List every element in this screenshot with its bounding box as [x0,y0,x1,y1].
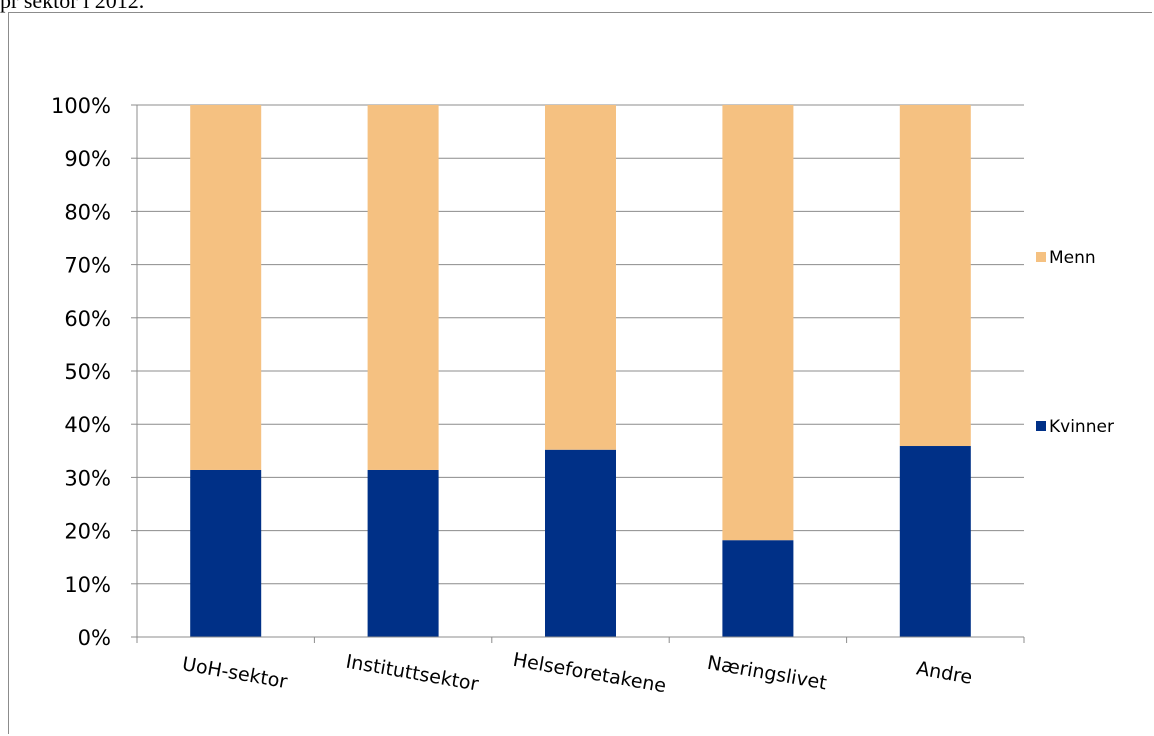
category-label: Helseforetakene [511,649,668,698]
legend-label-menn: Menn [1049,248,1096,268]
y-tick-label: 10% [64,573,111,597]
y-tick-label: 20% [64,520,111,544]
y-tick-label: 30% [64,466,111,490]
caption-fragment: pr sektor i 2012. [0,0,145,13]
bar-kvinner-andre [899,446,971,637]
y-tick-label: 0% [78,626,111,650]
bars [190,105,971,637]
bar-menn-naeringslivet [722,105,794,541]
bar-kvinner-uoh-sektor [190,469,262,637]
axes [131,104,1025,643]
y-tick-label: 80% [64,200,111,224]
category-label: Instituttsektor [344,651,480,696]
category-label: Andre [915,657,974,688]
y-tick-labels: 0% 10% 20% 30% 40% 50% 60% 70% 80% 90% 100% [51,94,111,650]
chart-frame [8,12,1152,734]
y-tick-label: 100% [51,94,111,118]
category-label: UoH-sektor [181,653,290,693]
category-labels: UoH-sektor Instituttsektor Helseforetakene… [181,649,974,698]
legend-label-kvinner: Kvinner [1049,417,1114,437]
bar-menn-instituttsektor [367,105,439,470]
legend-swatch-kvinner [1036,421,1046,431]
legend-swatch-menn [1036,252,1046,262]
y-tick-label: 90% [64,147,111,171]
bar-kvinner-naeringslivet [722,540,794,637]
y-tick-label: 50% [64,360,111,384]
bar-kvinner-helseforetakene [545,449,616,637]
bar-menn-uoh-sektor [190,105,262,470]
y-tick-label: 70% [64,254,111,278]
y-tick-label: 40% [64,413,111,437]
legend: Menn Kvinner [1036,248,1114,437]
bar-kvinner-instituttsektor [367,469,439,637]
bar-menn-helseforetakene [545,105,616,450]
y-tick-label: 60% [64,307,111,331]
category-label: Næringslivet [705,652,828,695]
bar-menn-andre [899,105,971,447]
